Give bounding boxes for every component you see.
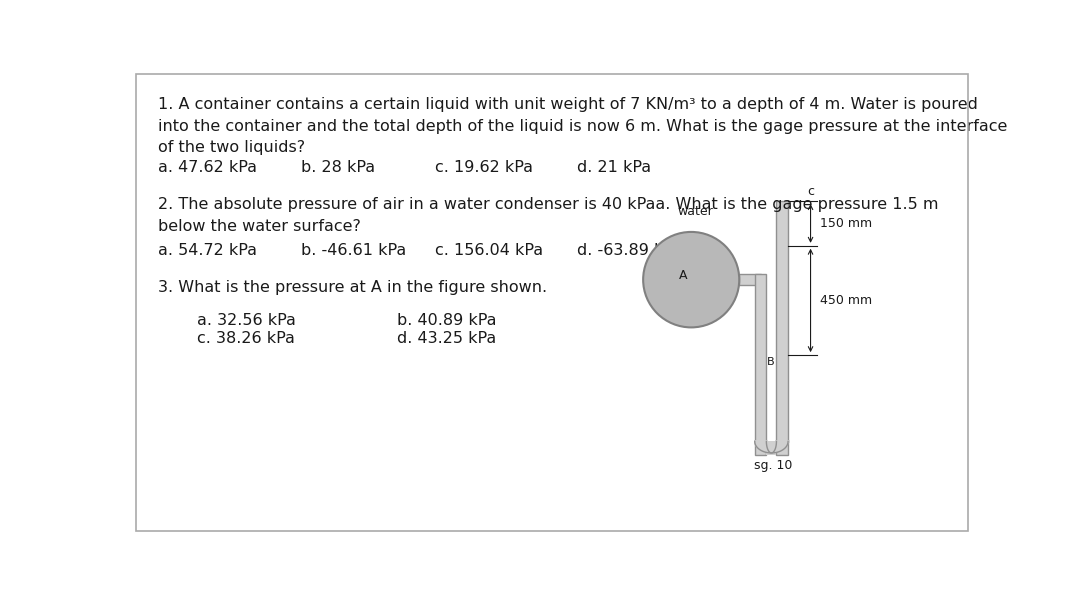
Text: 3. What is the pressure at A in the figure shown.: 3. What is the pressure at A in the figu… — [158, 280, 548, 295]
Text: a. 54.72 kPa: a. 54.72 kPa — [158, 243, 257, 258]
Text: b. 40.89 kPa: b. 40.89 kPa — [398, 313, 497, 328]
Text: b. -46.61 kPa: b. -46.61 kPa — [302, 243, 406, 258]
Text: c: c — [807, 185, 815, 198]
Text: c. 38.26 kPa: c. 38.26 kPa — [197, 331, 294, 346]
Text: a. 32.56 kPa: a. 32.56 kPa — [197, 313, 295, 328]
Text: 450 mm: 450 mm — [820, 294, 872, 307]
Text: 2. The absolute pressure of air in a water condenser is 40 kPaa. What is the gag: 2. The absolute pressure of air in a wat… — [158, 197, 939, 234]
Text: a. 47.62 kPa: a. 47.62 kPa — [158, 160, 257, 175]
Text: d. 21 kPa: d. 21 kPa — [578, 160, 651, 175]
Text: B: B — [768, 356, 775, 367]
Text: sg. 10: sg. 10 — [754, 459, 792, 472]
Text: c. 19.62 kPa: c. 19.62 kPa — [436, 160, 534, 175]
Bar — [766, 441, 776, 455]
Text: b. 28 kPa: b. 28 kPa — [302, 160, 375, 175]
Text: d. -63.89 kPa: d. -63.89 kPa — [578, 243, 682, 258]
Text: 1. A container contains a certain liquid with unit weight of 7 KN/m³ to a depth : 1. A container contains a certain liquid… — [158, 97, 1007, 155]
Bar — [740, 274, 761, 285]
Text: 150 mm: 150 mm — [820, 217, 872, 230]
Polygon shape — [755, 441, 788, 453]
Text: water: water — [677, 205, 713, 218]
Bar — [776, 201, 788, 455]
Text: d. 43.25 kPa: d. 43.25 kPa — [398, 331, 497, 346]
Bar — [755, 274, 766, 455]
Text: c. 156.04 kPa: c. 156.04 kPa — [436, 243, 543, 258]
Circle shape — [644, 232, 740, 327]
Text: A: A — [679, 269, 688, 282]
